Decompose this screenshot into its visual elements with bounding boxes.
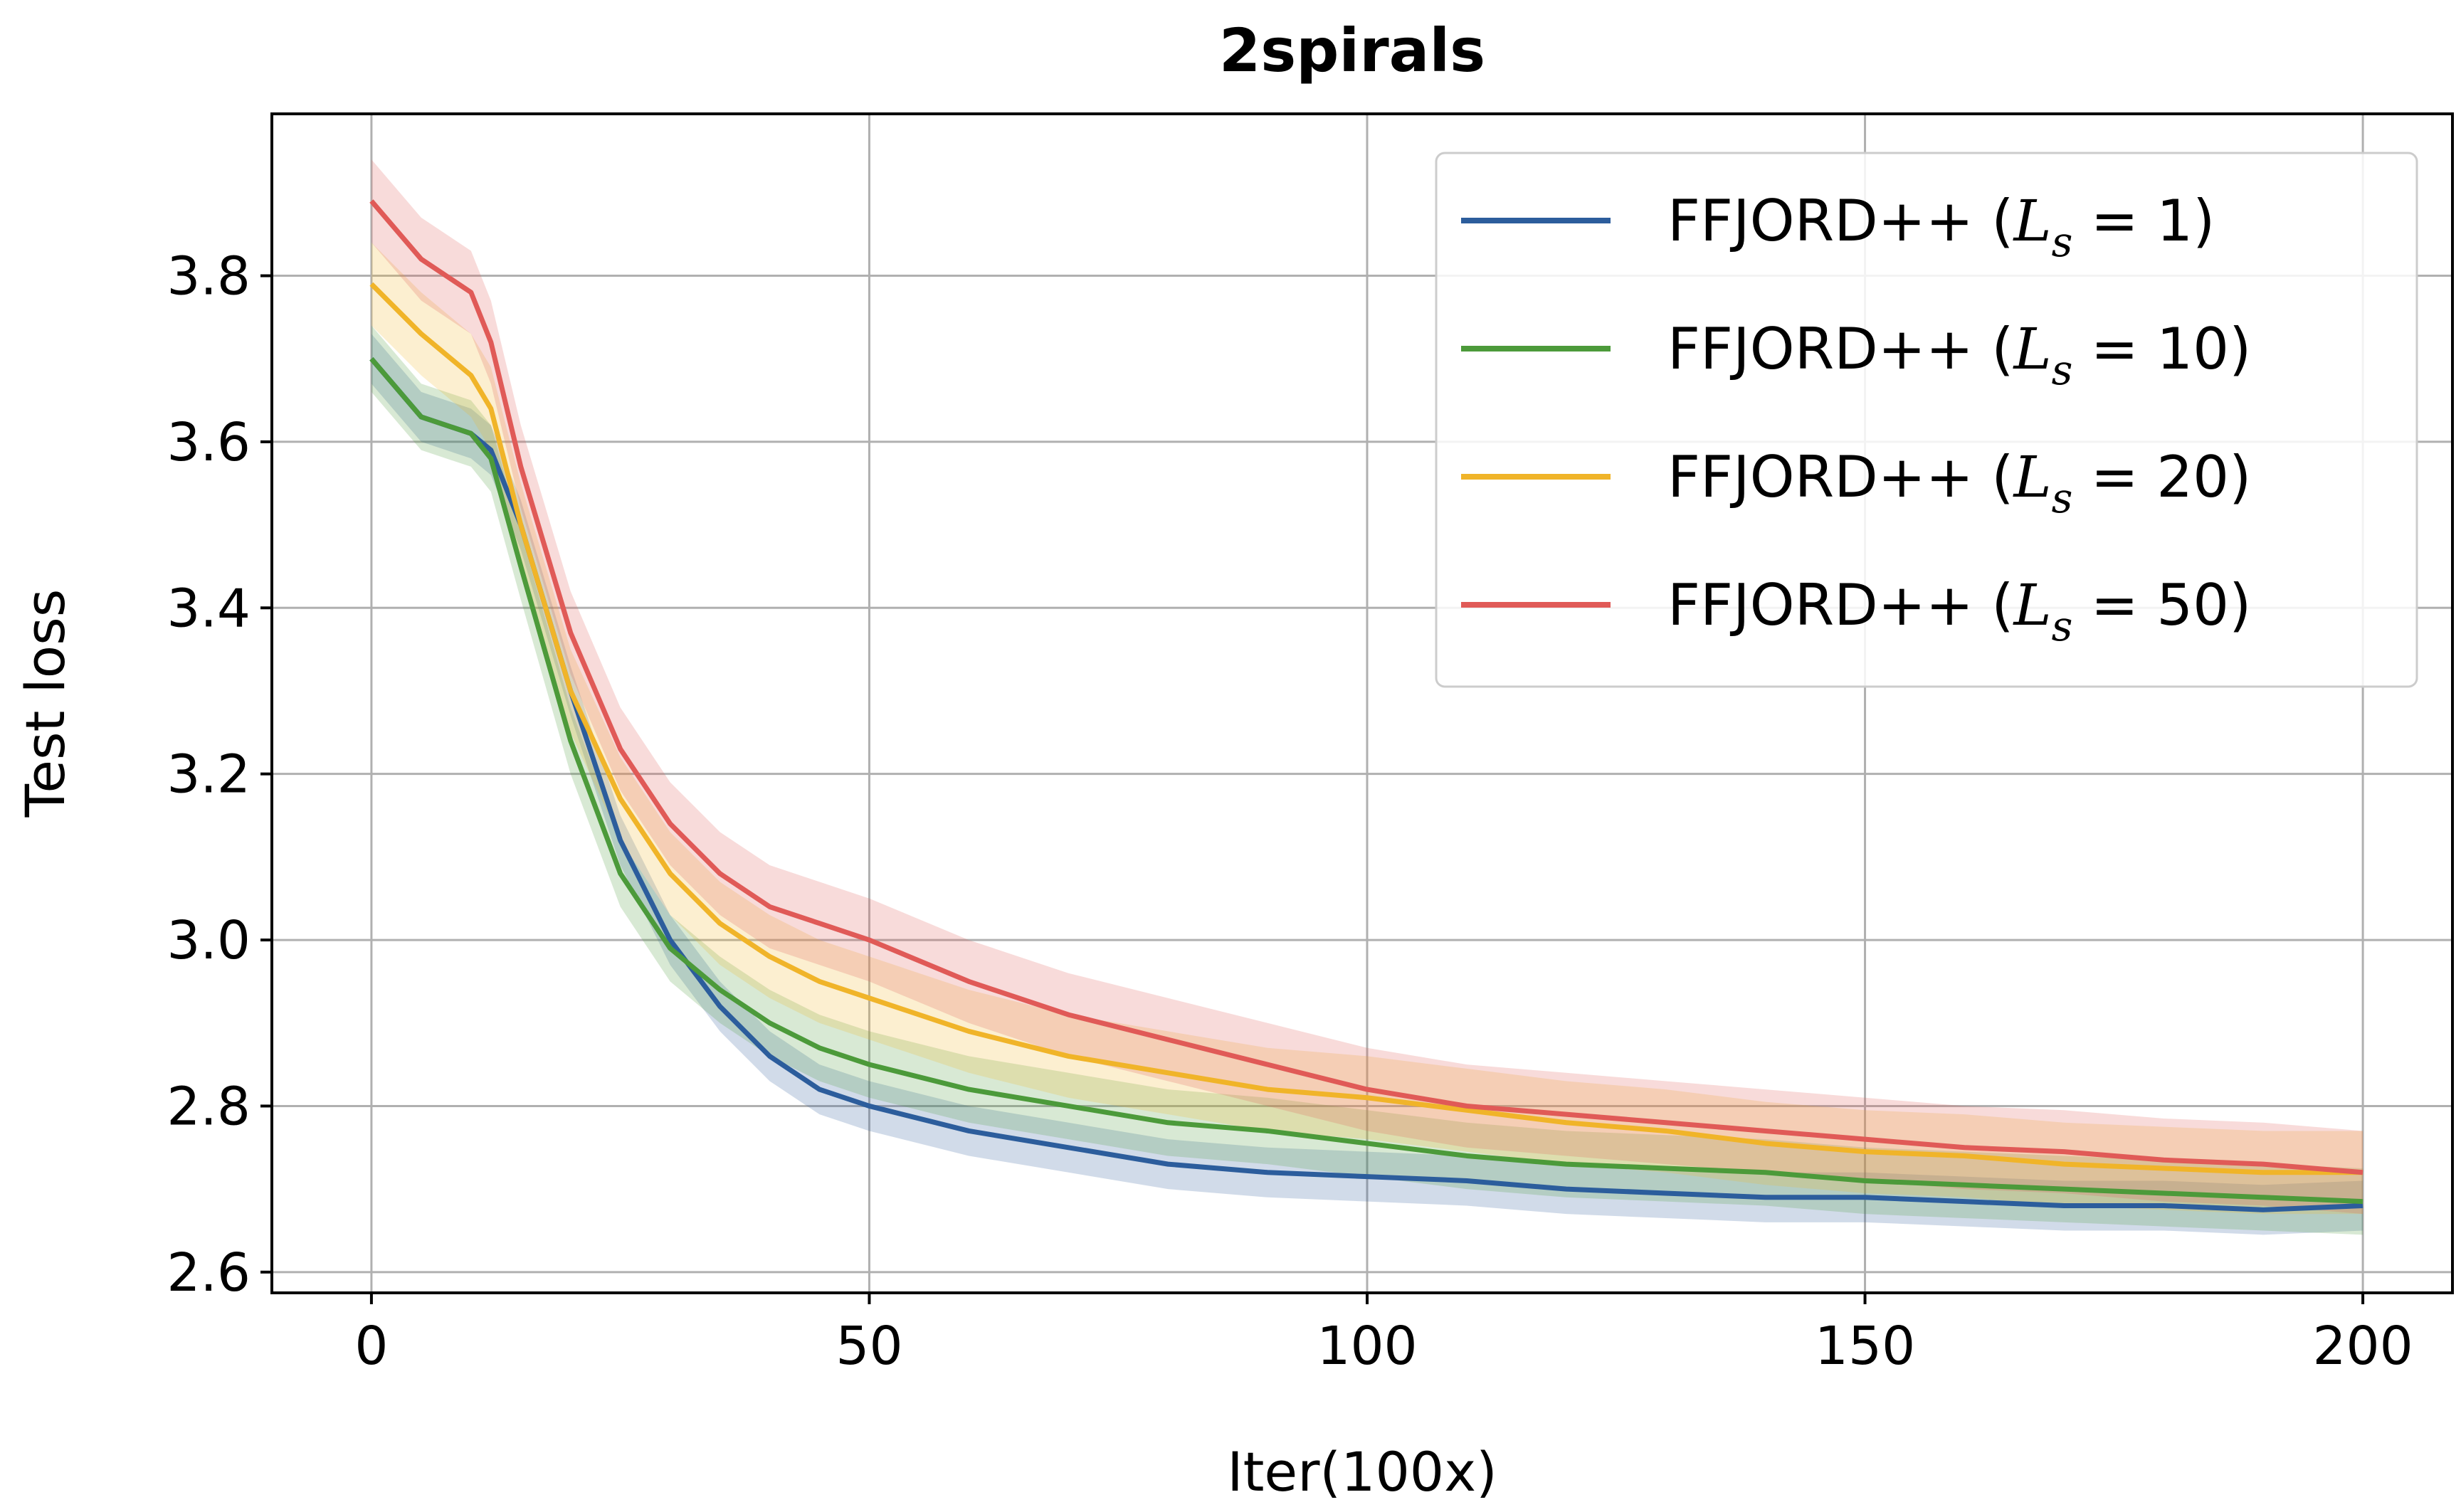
legend: FFJORD++ (Ls = 1)FFJORD++ (Ls = 10)FFJOR… [1435,152,2418,688]
x-axis-label: Iter(100x) [1227,1440,1497,1503]
legend-label-prefix: FFJORD++ ( [1667,316,2013,382]
x-tick-label: 100 [1317,1316,1417,1377]
x-tick-label: 200 [2312,1316,2413,1377]
series-line-4 [369,199,2363,1175]
legend-label-prefix: FFJORD++ ( [1667,444,2013,510]
legend-label-sub: s [2052,474,2073,522]
y-tick-label: 3.0 [167,910,251,971]
y-tick-label: 3.2 [167,744,251,805]
series-line-3 [369,282,2363,1175]
x-tick-label: 50 [836,1316,902,1377]
legend-label-prefix: FFJORD++ ( [1667,188,2013,254]
y-axis-ticks: 2.6 2.8 3.0 3.2 3.4 3.6 3.8 [167,246,272,1304]
y-tick-label: 3.8 [167,246,251,307]
legend-label-var: L [2012,572,2051,638]
confidence-bands [371,159,2363,1235]
legend-label-suffix: = 1) [2072,188,2215,254]
series-lines [369,199,2363,1212]
legend-label-suffix: = 20) [2072,444,2251,510]
series-band-4 [371,159,2363,1215]
y-tick-label: 3.4 [167,578,251,639]
legend-label-1: FFJORD++ (Ls = 1) [1667,188,2215,266]
series-band-3 [371,242,2363,1215]
legend-box [1435,152,2418,688]
legend-label-var: L [2012,316,2051,382]
legend-label-2: FFJORD++ (Ls = 10) [1667,316,2251,394]
legend-label-4: FFJORD++ (Ls = 50) [1667,572,2251,650]
chart-title: 2spirals [1219,16,1485,85]
plot-frame [270,112,2454,1294]
y-tick-label: 2.8 [167,1076,251,1137]
y-tick-label: 2.6 [167,1242,251,1304]
x-axis-ticks: 0 50 100 150 200 [354,1293,2413,1377]
y-tick-label: 3.6 [167,412,251,473]
legend-label-3: FFJORD++ (Ls = 20) [1667,444,2251,522]
legend-label-prefix: FFJORD++ ( [1667,572,2013,638]
legend-label-suffix: = 50) [2072,572,2251,638]
x-tick-label: 150 [1815,1316,1915,1377]
legend-label-sub: s [2052,346,2073,394]
legend-label-sub: s [2052,218,2073,266]
x-tick-label: 0 [354,1316,388,1377]
series-line-2 [369,356,2363,1205]
legend-label-sub: s [2052,602,2073,650]
legend-label-var: L [2012,188,2051,254]
legend-label-var: L [2012,444,2051,510]
legend-label-suffix: = 10) [2072,316,2251,382]
y-axis-label: Test loss [14,589,77,818]
